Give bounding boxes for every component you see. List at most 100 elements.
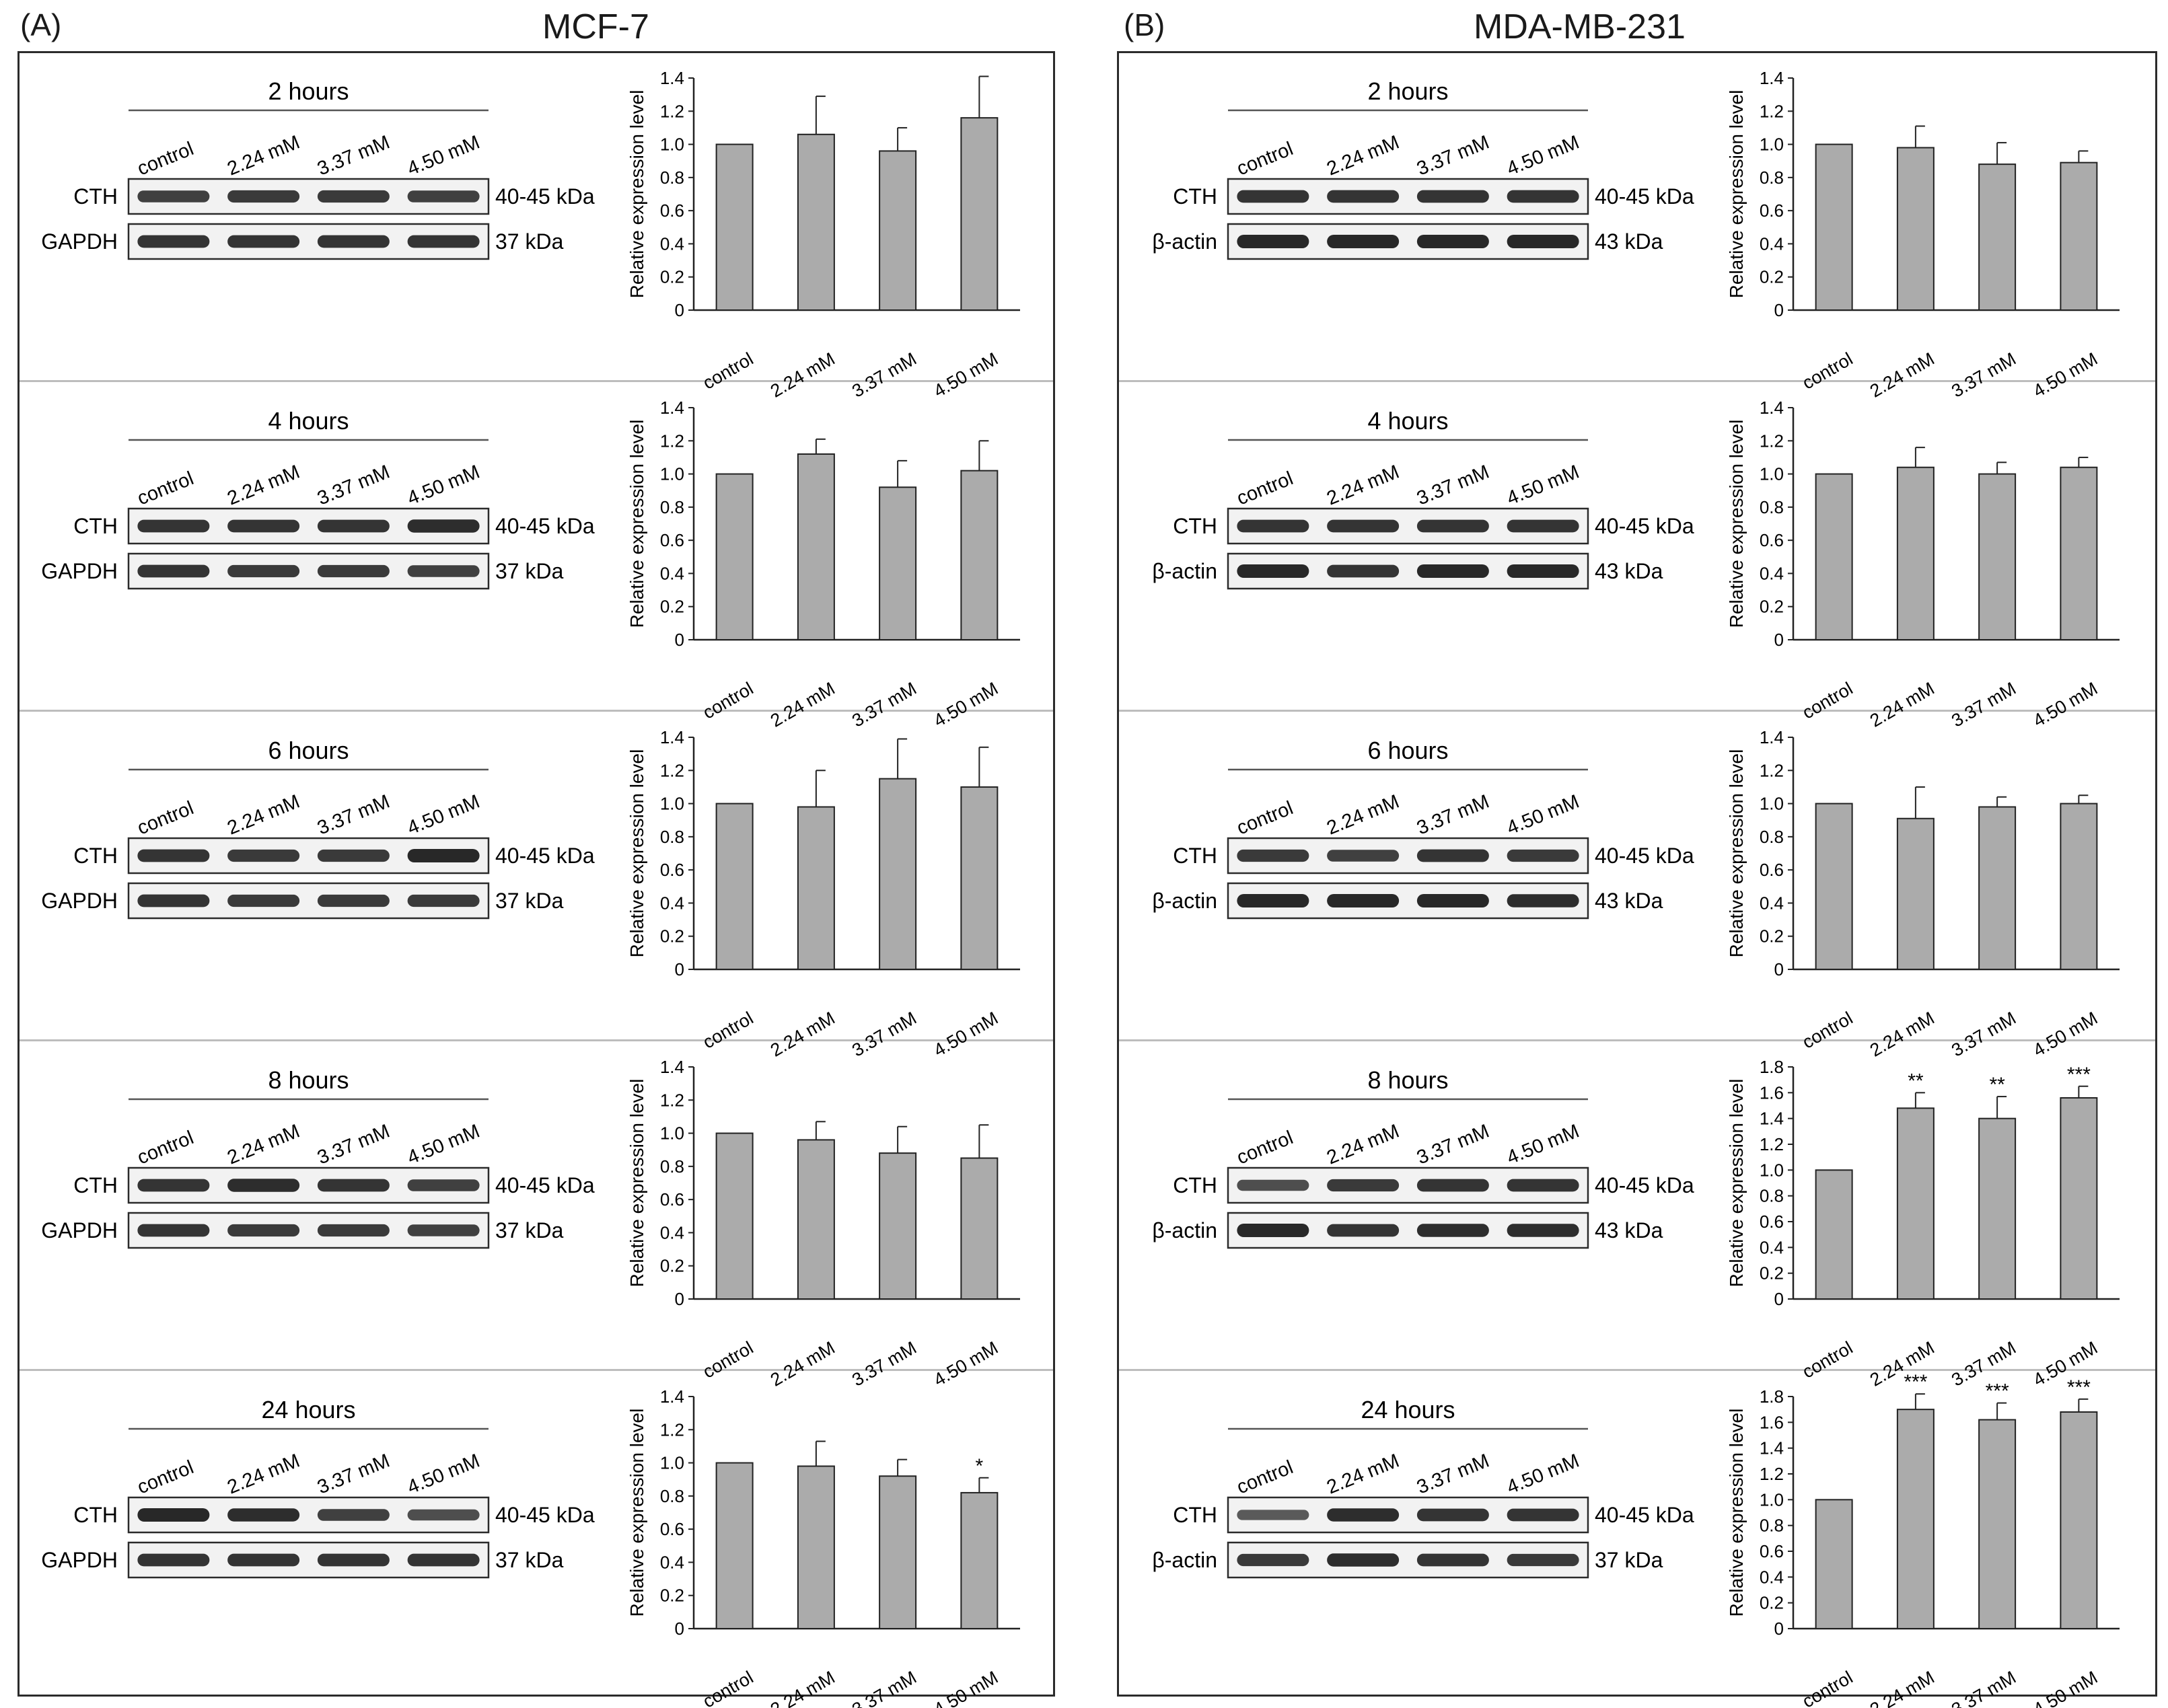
- kda-label: 40-45 kDa: [495, 514, 595, 538]
- band: [1237, 1224, 1309, 1237]
- band: [317, 1179, 390, 1192]
- protein-label: GAPDH: [41, 1218, 118, 1242]
- bar: [1896, 1409, 1935, 1630]
- y-axis-label: Relative expression level: [1726, 420, 1747, 628]
- band: [1327, 564, 1400, 578]
- panel-b-title: MDA-MB-231: [1474, 7, 1686, 46]
- kda-label: 40-45 kDa: [495, 1173, 595, 1197]
- band: [407, 849, 480, 862]
- band: [1327, 519, 1400, 533]
- kda-label: 40-45 kDa: [495, 844, 595, 868]
- lane-label: 4.50 mM: [1504, 132, 1583, 180]
- bar: [1896, 817, 1935, 970]
- kda-label: 40-45 kDa: [495, 1503, 595, 1527]
- mda-block-0: 2 hours control 2.24 mM 3.37 mM 4.50 mM CTH 40…: [1152, 68, 2120, 402]
- block-separator: [1119, 710, 2155, 712]
- band: [137, 564, 210, 578]
- band: [407, 1224, 480, 1236]
- y-tick-label: 0.6: [660, 1189, 684, 1210]
- band: [1507, 894, 1579, 907]
- kda-label: 40-45 kDa: [1595, 514, 1694, 538]
- bar: [879, 778, 917, 970]
- x-tick-label: control: [699, 1667, 756, 1708]
- y-tick-label: 0.8: [1760, 827, 1784, 847]
- y-tick-label: 1.4: [1760, 1109, 1784, 1129]
- kda-label: 40-45 kDa: [1595, 1503, 1694, 1527]
- panel-a-title: MCF-7: [542, 7, 649, 46]
- bar: [715, 1132, 754, 1300]
- bar: [1815, 803, 1853, 970]
- x-tick-label: control: [1799, 1667, 1856, 1708]
- protein-label: β-actin: [1152, 229, 1217, 254]
- lane-label: control: [135, 1127, 197, 1168]
- band: [1507, 564, 1579, 578]
- y-tick-label: 1.2: [660, 101, 684, 121]
- y-tick-label: 1.4: [660, 1386, 684, 1407]
- bar: [1815, 1169, 1853, 1300]
- time-label: 8 hours: [1367, 1066, 1448, 1094]
- protein-label: CTH: [1173, 1173, 1217, 1197]
- bar: [1815, 1499, 1853, 1629]
- band: [227, 1224, 300, 1237]
- y-tick-label: 0.6: [1760, 530, 1784, 550]
- kda-label: 40-45 kDa: [495, 184, 595, 209]
- band: [1327, 894, 1400, 907]
- lane-label: control: [135, 138, 197, 180]
- lane-label: control: [1234, 1456, 1297, 1498]
- bar: [797, 133, 835, 311]
- y-tick-label: 1.4: [660, 727, 684, 747]
- band: [1327, 1553, 1400, 1567]
- y-tick-label: 0.4: [660, 893, 684, 913]
- y-tick-label: 1.4: [660, 398, 684, 418]
- band: [317, 564, 390, 578]
- band: [1327, 850, 1400, 862]
- y-tick-label: 0: [675, 300, 684, 320]
- band: [1237, 1510, 1309, 1520]
- y-tick-label: 0.2: [660, 267, 684, 287]
- kda-label: 43 kDa: [1595, 559, 1663, 583]
- y-tick-label: 1.0: [660, 1453, 684, 1473]
- band: [1507, 1508, 1579, 1522]
- mda-block-1: 4 hours control 2.24 mM 3.37 mM 4.50 mM CTH 40…: [1152, 398, 2120, 731]
- y-tick-label: 0: [675, 959, 684, 979]
- y-tick-label: 1.0: [660, 135, 684, 155]
- time-label: 8 hours: [268, 1066, 349, 1094]
- y-tick-label: 1.2: [660, 760, 684, 780]
- kda-label: 43 kDa: [1595, 1218, 1663, 1242]
- protein-label: β-actin: [1152, 559, 1217, 583]
- x-tick-label: 2.24 mM: [767, 1667, 838, 1708]
- y-tick-label: 0: [1774, 1289, 1784, 1309]
- y-tick-label: 0.4: [1760, 1567, 1784, 1587]
- lane-label: 4.50 mM: [1504, 461, 1583, 510]
- time-label: 6 hours: [1367, 737, 1448, 764]
- band: [227, 1508, 300, 1522]
- y-axis-label: Relative expression level: [1726, 1409, 1747, 1617]
- band: [1507, 519, 1579, 533]
- band: [1507, 849, 1579, 862]
- band: [1416, 1553, 1489, 1567]
- y-tick-label: 0: [675, 630, 684, 650]
- y-tick-label: 0.2: [660, 597, 684, 617]
- protein-label: β-actin: [1152, 1218, 1217, 1242]
- band: [227, 519, 300, 533]
- protein-label: CTH: [73, 184, 118, 209]
- x-tick-label: 4.50 mM: [930, 1667, 1001, 1708]
- kda-label: 37 kDa: [495, 1218, 564, 1242]
- bar: [797, 453, 835, 640]
- lane-label: 3.37 mM: [314, 461, 393, 510]
- time-label: 2 hours: [268, 77, 349, 105]
- significance-marker: ***: [2067, 1376, 2091, 1399]
- band: [137, 1179, 210, 1192]
- protein-label: CTH: [1173, 844, 1217, 868]
- x-tick-label: 2.24 mM: [1867, 1667, 1938, 1708]
- protein-label: CTH: [1173, 514, 1217, 538]
- band: [227, 564, 300, 578]
- bar: [879, 150, 917, 311]
- band: [1507, 1179, 1579, 1192]
- band: [1416, 564, 1489, 578]
- significance-marker: **: [1908, 1070, 1924, 1092]
- y-tick-label: 0.8: [1760, 497, 1784, 517]
- y-tick-label: 0.6: [660, 1519, 684, 1539]
